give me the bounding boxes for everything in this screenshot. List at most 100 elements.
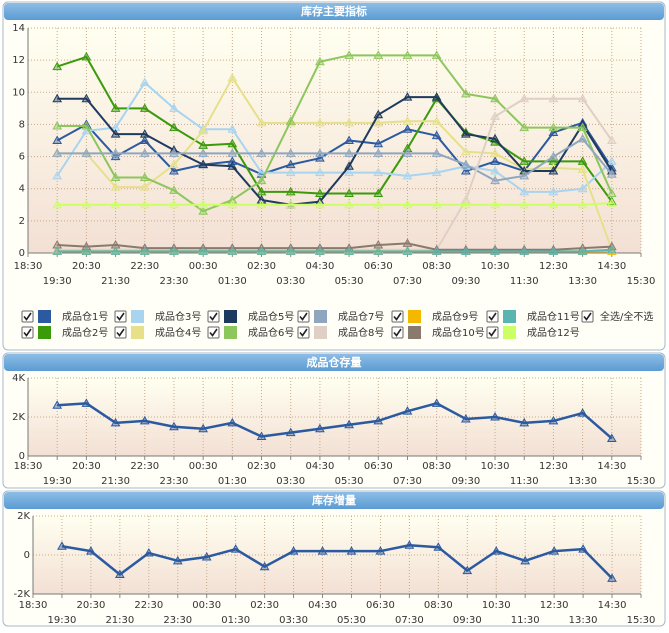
x-tick-label: 03:30 — [276, 476, 305, 487]
point-marker — [373, 148, 384, 157]
point-marker — [344, 167, 354, 177]
point-marker — [606, 169, 617, 178]
point-marker — [198, 140, 209, 149]
x-tick-label: 02:30 — [247, 461, 276, 472]
point-marker — [227, 194, 238, 204]
legend-checkbox[interactable] — [114, 326, 127, 339]
point-marker — [460, 413, 471, 423]
y-tick-label: 2K — [12, 412, 25, 423]
check-mark — [116, 312, 125, 321]
check-mark — [299, 328, 308, 337]
legend-checkbox[interactable] — [391, 326, 404, 339]
point-marker — [548, 127, 559, 136]
point-marker — [256, 167, 267, 177]
point-marker — [577, 93, 588, 103]
legend-checkbox[interactable] — [21, 310, 34, 323]
point-marker — [227, 161, 238, 170]
point-marker — [402, 124, 413, 133]
legend-checkbox[interactable] — [486, 310, 499, 323]
series-line — [57, 96, 613, 206]
legend-label: 成品仓12号 — [527, 326, 580, 339]
x-tick-label: 22:30 — [134, 600, 163, 611]
point-marker — [256, 186, 267, 196]
point-marker — [169, 185, 179, 194]
check-mark — [23, 312, 32, 321]
legend-checkbox[interactable] — [114, 310, 127, 323]
point-marker — [110, 172, 121, 181]
series-line — [57, 242, 612, 251]
x-tick-label: 09:30 — [451, 476, 480, 487]
x-tick-label: 14:30 — [597, 461, 626, 472]
point-marker — [139, 77, 150, 87]
x-tick-label: 13:30 — [568, 476, 597, 487]
point-marker — [81, 148, 92, 157]
x-tick-label: 10:30 — [481, 461, 510, 472]
legend-checkbox[interactable] — [207, 310, 220, 323]
legend-swatch — [503, 326, 516, 339]
check-mark — [583, 312, 592, 321]
point-marker — [315, 117, 325, 127]
point-marker — [169, 148, 179, 157]
y-tick-label: 0 — [19, 248, 25, 259]
point-marker — [433, 542, 444, 551]
point-marker — [402, 199, 413, 209]
legend-checkbox[interactable] — [297, 326, 310, 339]
point-marker — [519, 199, 530, 209]
x-tick-label: 10:30 — [481, 261, 510, 272]
x-tick-label: 06:30 — [364, 461, 393, 472]
point-marker — [256, 431, 267, 440]
point-marker — [285, 186, 296, 196]
point-marker — [548, 186, 559, 196]
x-tick-label: 13:30 — [568, 276, 597, 287]
point-marker — [315, 423, 325, 433]
point-marker — [606, 244, 617, 254]
x-tick-label: 11:30 — [511, 615, 540, 626]
legend-checkbox[interactable] — [207, 326, 220, 339]
y-tick-label: -2K — [13, 589, 30, 600]
point-marker — [315, 153, 325, 162]
point-marker — [402, 116, 413, 125]
legend-checkbox[interactable] — [21, 326, 34, 339]
legend-swatch — [224, 326, 237, 339]
x-tick-label: 06:30 — [364, 261, 393, 272]
x-tick-label: 21:30 — [101, 276, 130, 287]
legend-checkbox[interactable] — [486, 326, 499, 339]
point-marker — [139, 172, 150, 181]
point-marker — [606, 198, 617, 207]
legend-checkbox[interactable] — [391, 310, 404, 323]
point-marker — [139, 415, 150, 425]
series-line — [56, 121, 613, 176]
legend-label: 成品仓2号 — [62, 326, 108, 339]
legend-checkbox[interactable] — [297, 310, 310, 323]
point-marker — [198, 148, 209, 157]
point-marker — [606, 188, 617, 198]
point-marker — [490, 246, 500, 255]
point-marker — [52, 246, 63, 255]
legend-swatch — [314, 310, 327, 323]
x-tick-label: 04:30 — [305, 261, 334, 272]
point-marker — [315, 148, 325, 157]
x-tick-label: 05:30 — [335, 276, 364, 287]
point-marker — [373, 138, 384, 148]
x-tick-label: 08:30 — [422, 461, 451, 472]
x-tick-label: 21:30 — [101, 476, 130, 487]
y-tick-label: 6 — [19, 152, 25, 163]
select-all-checkbox[interactable] — [581, 310, 594, 323]
point-marker — [169, 166, 179, 175]
x-tick-label: 12:30 — [539, 461, 568, 472]
point-marker — [344, 199, 354, 209]
x-tick-label: 04:30 — [305, 461, 334, 472]
x-tick-label: 05:30 — [335, 476, 364, 487]
panel-title: 库存增量 — [312, 493, 356, 507]
y-tick-label: 12 — [12, 55, 25, 66]
point-marker — [548, 166, 559, 175]
point-marker — [490, 199, 500, 209]
point-marker — [227, 148, 238, 157]
series-line — [57, 54, 613, 213]
x-tick-label: 09:30 — [453, 615, 482, 626]
point-marker — [256, 148, 267, 157]
point-marker — [548, 415, 559, 425]
x-tick-label: 04:30 — [308, 600, 337, 611]
point-marker — [373, 415, 384, 425]
select-all-label: 全选/全不选 — [600, 310, 653, 323]
